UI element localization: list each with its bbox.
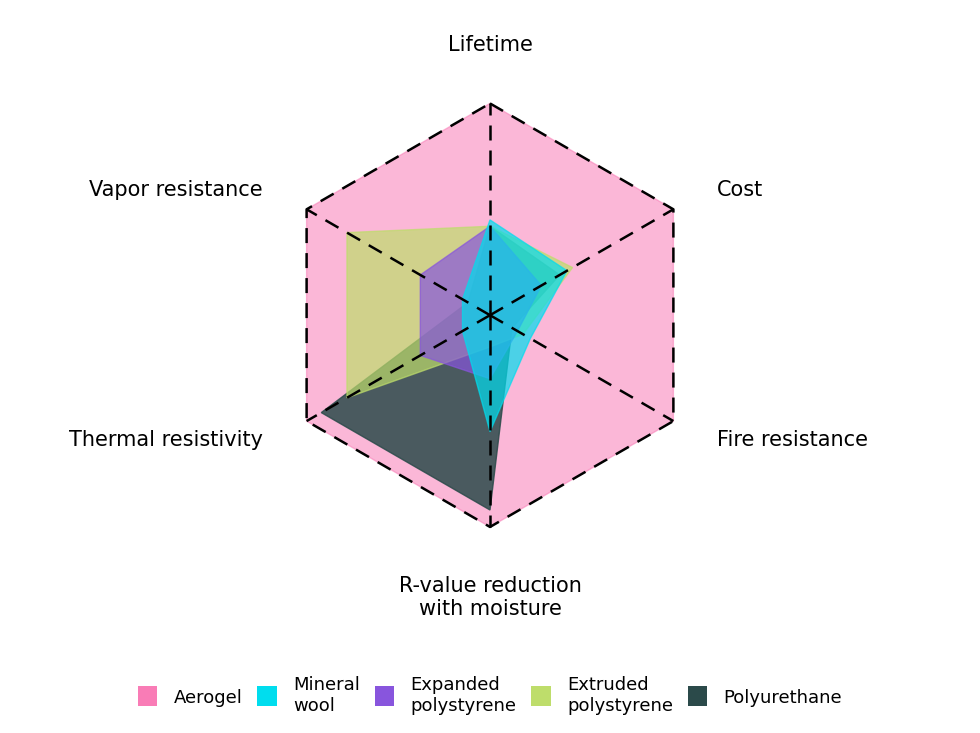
Polygon shape — [347, 226, 572, 398]
Text: R-value reduction
with moisture: R-value reduction with moisture — [399, 575, 581, 619]
Polygon shape — [420, 226, 541, 379]
Text: Thermal resistivity: Thermal resistivity — [69, 430, 263, 450]
Polygon shape — [307, 103, 673, 527]
Text: Cost: Cost — [717, 180, 763, 200]
Text: Lifetime: Lifetime — [448, 34, 532, 55]
Text: Fire resistance: Fire resistance — [717, 430, 868, 450]
Polygon shape — [321, 226, 560, 510]
Polygon shape — [463, 220, 567, 432]
Legend: Aerogel, Mineral
wool, Expanded
polystyrene, Extruded
polystyrene, Polyurethane: Aerogel, Mineral wool, Expanded polystyr… — [128, 667, 852, 724]
Text: Vapor resistance: Vapor resistance — [89, 180, 263, 200]
